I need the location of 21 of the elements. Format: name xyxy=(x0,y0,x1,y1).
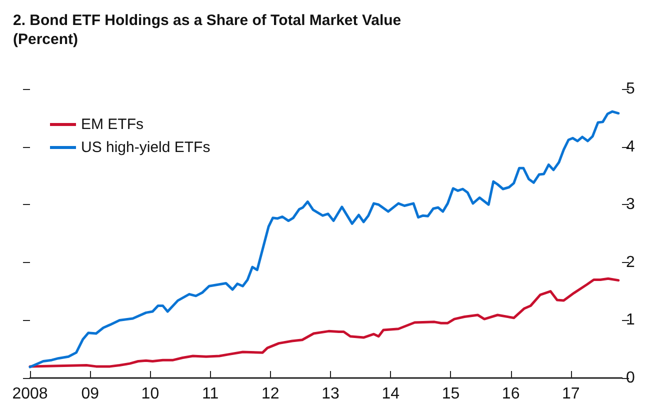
y-tick-label: 0 xyxy=(626,370,635,386)
legend-label: US high-yield ETFs xyxy=(81,139,210,156)
y-tick-label: 3 xyxy=(626,196,635,214)
y-tick-label: 5 xyxy=(626,80,635,98)
y-tick-label: 2 xyxy=(626,254,635,271)
x-tick-label: 10 xyxy=(141,386,160,402)
y-tick-label: 1 xyxy=(626,312,635,329)
x-tick-label: 12 xyxy=(262,386,280,402)
x-tick-label: 17 xyxy=(562,386,580,402)
chart-title: 2. Bond ETF Holdings as a Share of Total Market Value (Percent) xyxy=(13,12,402,48)
x-tick-label: 2008 xyxy=(12,386,48,402)
x-tick-label: 13 xyxy=(322,386,340,402)
x-tick-label: 16 xyxy=(502,386,520,402)
y-tick-label: 4 xyxy=(626,138,635,156)
x-tick-label: 15 xyxy=(442,386,460,402)
line-series xyxy=(28,110,620,368)
x-tick-label: 09 xyxy=(81,386,100,402)
line-series xyxy=(28,277,620,368)
x-tick-label: 11 xyxy=(202,386,219,402)
x-tick-label: 14 xyxy=(382,386,400,402)
legend-label: EM ETFs xyxy=(81,116,144,133)
